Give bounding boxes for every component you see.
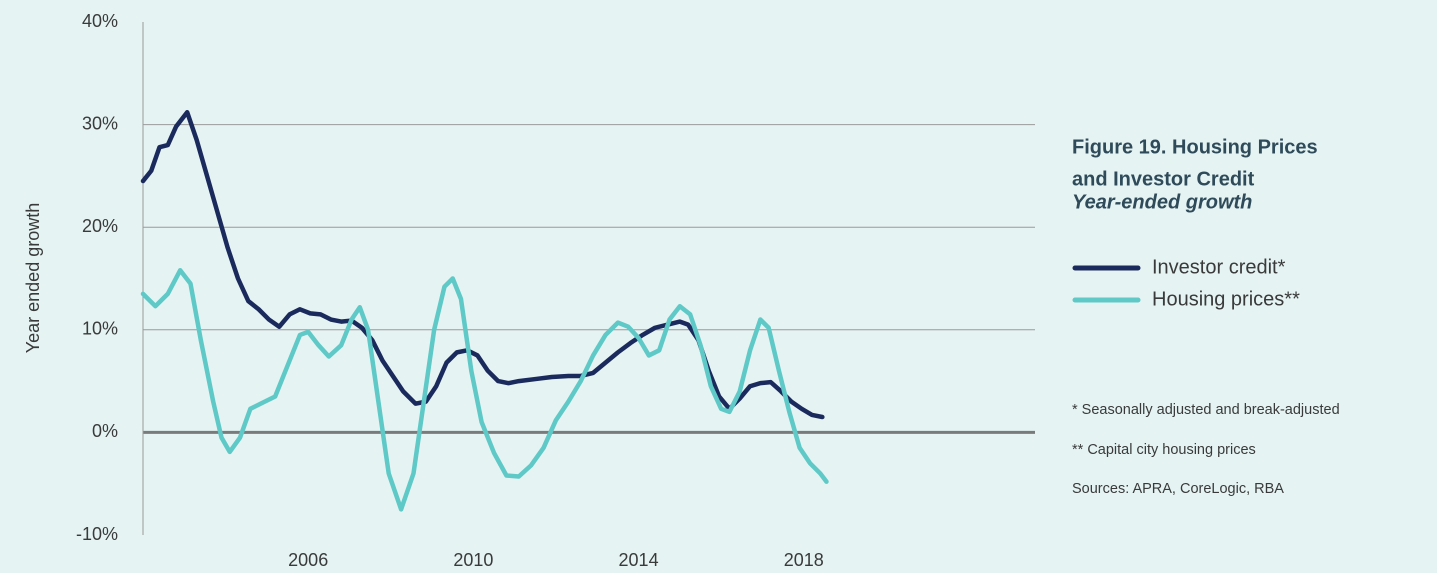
legend-label: Investor credit* (1152, 256, 1286, 278)
x-tick-label: 2010 (453, 550, 493, 570)
note: * Seasonally adjusted and break-adjusted (1072, 402, 1340, 418)
y-tick-label: 0% (92, 421, 118, 441)
line-series (140, 110, 825, 420)
x-tick-label: 2006 (288, 550, 328, 570)
y-tick-label: 20% (82, 216, 118, 236)
y-tick-label: 40% (82, 11, 118, 31)
x-tick-label: 2014 (619, 550, 659, 570)
y-tick-label: 10% (82, 319, 118, 339)
y-axis-label: Year ended growth (23, 203, 43, 353)
line-series (140, 268, 829, 512)
chart-subtitle: Year-ended growth (1072, 191, 1252, 213)
x-tick-label: 2018 (784, 550, 824, 570)
note: Sources: APRA, CoreLogic, RBA (1072, 481, 1284, 497)
legend-label: Housing prices** (1152, 288, 1300, 310)
chart-title: Figure 19. Housing Prices (1072, 136, 1318, 158)
y-tick-label: 30% (82, 113, 118, 133)
chart-title: and Investor Credit (1072, 168, 1255, 190)
y-tick-label: -10% (76, 524, 118, 544)
note: ** Capital city housing prices (1072, 442, 1256, 458)
